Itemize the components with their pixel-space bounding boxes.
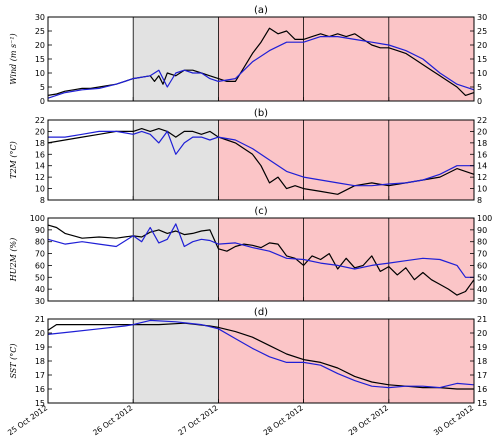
- y-tick-label: 20: [35, 329, 45, 338]
- y-axis-title: SST (°C): [9, 343, 18, 378]
- y-tick-label-right: 25: [477, 27, 487, 36]
- y-tick-label-right: 60: [477, 261, 487, 270]
- y-tick-label: 50: [35, 273, 45, 282]
- y-axis-title: T2M (°C): [9, 141, 18, 179]
- y-tick-label-right: 50: [477, 273, 487, 282]
- y-tick-label-right: 19: [477, 343, 487, 352]
- y-tick-label-right: 5: [477, 83, 482, 92]
- plot-frame: [47, 119, 475, 201]
- y-tick-label: 70: [35, 250, 45, 259]
- y-tick-label: 30: [35, 297, 45, 306]
- y-tick-label-right: 20: [477, 127, 487, 136]
- shaded-region-gray: [133, 17, 219, 101]
- y-tick-label: 8: [40, 196, 45, 205]
- y-tick-label: 90: [35, 226, 45, 235]
- y-tick-label: 40: [35, 285, 45, 294]
- y-tick-label-right: 20: [477, 329, 487, 338]
- y-tick-label: 19: [35, 343, 45, 352]
- y-tick-label-right: 80: [477, 238, 487, 247]
- series-line-blue: [47, 319, 475, 389]
- series-line-blue: [47, 35, 475, 99]
- y-tick-label: 10: [35, 185, 45, 194]
- series-line-blue: [47, 223, 474, 278]
- y-tick-label-right: 18: [477, 139, 487, 148]
- shaded-region-gray: [133, 319, 219, 403]
- panel-label: (a): [254, 5, 268, 16]
- shaded-region-pink: [218, 319, 474, 403]
- y-tick-label-right: 17: [477, 371, 487, 380]
- y-tick-label-right: 10: [477, 185, 487, 194]
- series-line-blue: [48, 130, 474, 187]
- y-tick-label: 80: [35, 238, 45, 247]
- y-tick-label: 100: [30, 214, 45, 223]
- y-tick-label-right: 0: [477, 97, 482, 106]
- y-tick-label-right: 8: [477, 196, 482, 205]
- y-tick-label-right: 18: [477, 357, 487, 366]
- plot-frame: [47, 217, 475, 302]
- y-tick-label-right: 70: [477, 250, 487, 259]
- x-date-label: 29 Oct 2012: [347, 403, 390, 437]
- y-tick-label-right: 16: [477, 385, 487, 394]
- x-date-label: 30 Oct 2012: [432, 403, 475, 437]
- y-tick-label: 15: [35, 399, 45, 408]
- y-tick-label: 17: [35, 371, 45, 380]
- y-axis-title: HU2M (%): [9, 238, 18, 282]
- y-tick-label: 12: [35, 173, 45, 182]
- y-tick-label: 14: [35, 162, 45, 171]
- y-tick-label: 21: [35, 315, 45, 324]
- y-tick-label-right: 100: [477, 214, 492, 223]
- panel-label: (d): [254, 307, 268, 318]
- y-tick-label: 0: [40, 97, 45, 106]
- y-tick-label-right: 40: [477, 285, 487, 294]
- y-tick-label: 30: [35, 13, 45, 22]
- shaded-region-pink: [218, 17, 474, 101]
- y-tick-label: 18: [35, 139, 45, 148]
- y-tick-label: 22: [35, 116, 45, 125]
- y-tick-label: 60: [35, 261, 45, 270]
- y-tick-label-right: 22: [477, 116, 487, 125]
- panel-label: (b): [254, 108, 268, 119]
- y-tick-label-right: 90: [477, 226, 487, 235]
- y-tick-label-right: 30: [477, 297, 487, 306]
- y-axis-title: Wind (m s⁻¹): [9, 33, 18, 84]
- y-tick-label: 20: [35, 127, 45, 136]
- x-date-label: 27 Oct 2012: [176, 403, 219, 437]
- y-tick-label: 10: [35, 69, 45, 78]
- y-tick-label-right: 15: [477, 399, 487, 408]
- x-date-label: 25 Oct 2012: [6, 403, 49, 437]
- shaded-region-gray: [133, 120, 219, 200]
- panel-label: (c): [254, 206, 267, 217]
- shaded-region-pink: [218, 120, 474, 200]
- y-tick-label-right: 10: [477, 69, 487, 78]
- x-date-label: 28 Oct 2012: [262, 403, 305, 437]
- y-tick-label-right: 16: [477, 150, 487, 159]
- y-tick-label-right: 30: [477, 13, 487, 22]
- y-tick-label-right: 14: [477, 162, 487, 171]
- y-tick-label-right: 15: [477, 55, 487, 64]
- y-tick-label: 16: [35, 150, 45, 159]
- y-tick-label-right: 20: [477, 41, 487, 50]
- y-tick-label: 20: [35, 41, 45, 50]
- y-tick-label: 15: [35, 55, 45, 64]
- y-tick-label: 5: [40, 83, 45, 92]
- series-line-black: [47, 128, 475, 195]
- y-tick-label: 18: [35, 357, 45, 366]
- y-tick-label: 16: [35, 385, 45, 394]
- y-tick-label: 25: [35, 27, 45, 36]
- y-tick-label-right: 21: [477, 315, 487, 324]
- x-date-label: 26 Oct 2012: [91, 403, 134, 437]
- y-tick-label-right: 12: [477, 173, 487, 182]
- series-line-black: [47, 224, 475, 296]
